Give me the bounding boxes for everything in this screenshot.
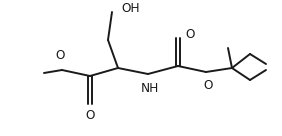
Text: NH: NH	[141, 82, 159, 95]
Text: O: O	[203, 79, 213, 92]
Text: O: O	[55, 49, 65, 62]
Text: O: O	[85, 109, 95, 122]
Text: O: O	[185, 29, 194, 41]
Text: OH: OH	[121, 2, 140, 16]
